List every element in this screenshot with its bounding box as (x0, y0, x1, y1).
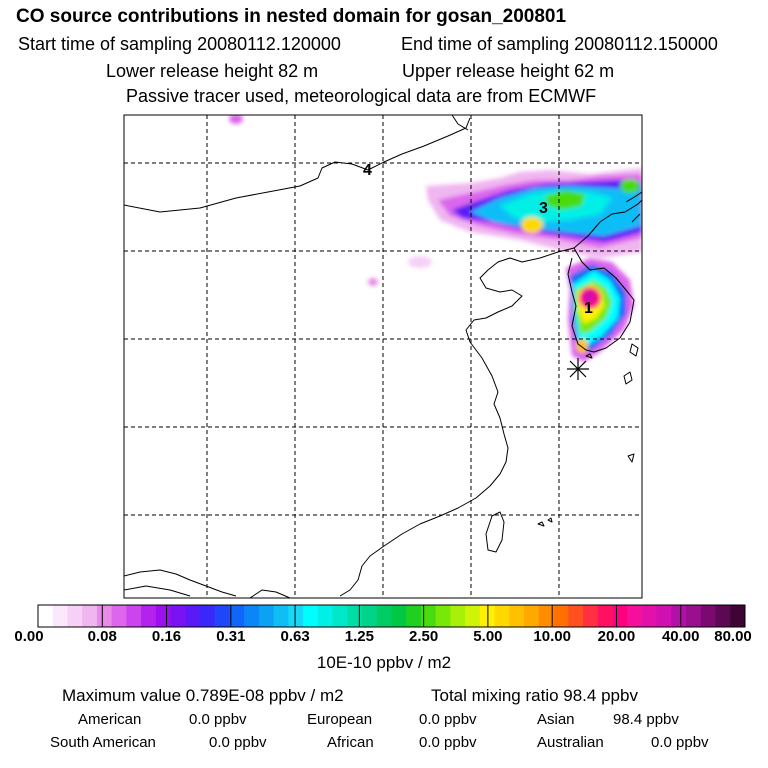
region-value: 98.4 ppbv (613, 711, 679, 728)
colorbar-swatch (509, 605, 525, 627)
colorbar-swatch (597, 605, 613, 627)
colorbar-swatch (730, 605, 746, 627)
colorbar-swatch (170, 605, 186, 627)
colorbar-swatch (450, 605, 466, 627)
region-value: 0.0 ppbv (419, 734, 477, 751)
colorbar-swatch (273, 605, 289, 627)
colorbar-swatch (406, 605, 422, 627)
region-value: 0.0 ppbv (651, 734, 709, 751)
colorbar-swatch (155, 605, 171, 627)
colorbar-swatch (82, 605, 98, 627)
region-value: 0.0 ppbv (419, 711, 477, 728)
colorbar-swatch (553, 605, 569, 627)
colorbar-label: 80.00 (714, 628, 752, 645)
tracer-note: Passive tracer used, meteorological data… (126, 86, 597, 106)
colorbar-swatch (229, 605, 245, 627)
end-time: End time of sampling 20080112.150000 (401, 34, 718, 54)
colorbar-label: 20.00 (597, 628, 636, 645)
colorbar-swatch (435, 605, 451, 627)
region-name: South American (50, 734, 156, 751)
colorbar-swatch (96, 605, 113, 627)
colorbar (38, 605, 746, 627)
upper-release-height: Upper release height 62 m (402, 61, 615, 81)
colorbar-swatch (656, 605, 672, 627)
colorbar-label: 10.00 (533, 628, 571, 645)
colorbar-swatch (141, 605, 157, 627)
colorbar-swatch (126, 605, 142, 627)
source-marker-1: 1 (584, 300, 593, 317)
region-name: European (307, 711, 373, 728)
map-panel: 4 3 1 (124, 115, 642, 598)
source-marker-3: 3 (539, 200, 548, 217)
colorbar-swatch (52, 605, 68, 627)
colorbar-units: 10E-10 ppbv / m2 (316, 653, 452, 672)
colorbar-swatch (538, 605, 554, 627)
colorbar-swatch (420, 605, 437, 627)
start-time: Start time of sampling 20080112.120000 (18, 34, 341, 54)
region-name: Asian (537, 711, 575, 728)
total-mixing-ratio: Total mixing ratio 98.4 ppbv (431, 686, 638, 705)
colorbar-swatch (582, 605, 599, 627)
coastlines (124, 115, 642, 598)
colorbar-swatch (362, 605, 378, 627)
colorbar-swatch (347, 605, 363, 627)
region-name: African (327, 734, 374, 751)
colorbar-swatch (214, 605, 230, 627)
region-name: Australian (537, 734, 604, 751)
region-name: American (78, 711, 142, 728)
colorbar-label: 40.00 (661, 628, 700, 645)
colorbar-label: 2.50 (409, 628, 439, 645)
colorbar-label: 0.31 (216, 628, 246, 645)
colorbar-swatch (612, 605, 628, 627)
colorbar-frame (37, 604, 746, 628)
colorbar-label: 0.08 (87, 628, 117, 645)
receptor-asterisk-icon (567, 358, 589, 380)
colorbar-swatch (317, 605, 333, 627)
region-value: 0.0 ppbv (189, 711, 247, 728)
colorbar-swatch (288, 605, 304, 627)
colorbar-swatch (391, 605, 407, 627)
colorbar-swatch (494, 605, 510, 627)
concentration-field (229, 115, 642, 362)
colorbar-label: 0.16 (151, 628, 182, 645)
region-value: 0.0 ppbv (209, 734, 267, 751)
colorbar-swatch (671, 605, 687, 627)
colorbar-swatch (244, 605, 260, 627)
source-marker-4: 4 (363, 162, 372, 179)
colorbar-swatch (376, 605, 392, 627)
colorbar-swatch (38, 605, 54, 627)
colorbar-swatch (303, 605, 319, 627)
plot-title: CO source contributions in nested domain… (16, 6, 567, 27)
colorbar-swatch (568, 605, 584, 627)
colorbar-label: 1.25 (344, 628, 374, 645)
colorbar-swatch (524, 605, 540, 627)
map-frame (123, 114, 643, 599)
colorbar-swatch (332, 605, 348, 627)
colorbar-label: 0.00 (14, 628, 44, 645)
colorbar-swatch (258, 605, 275, 627)
colorbar-swatch (465, 605, 481, 627)
colorbar-swatch (111, 605, 127, 627)
colorbar-swatch (185, 605, 201, 627)
colorbar-swatch (67, 605, 83, 627)
colorbar-swatch (627, 605, 643, 627)
colorbar-swatch (641, 605, 658, 627)
colorbar-swatch (700, 605, 716, 627)
colorbar-swatch (715, 605, 731, 627)
lower-release-height: Lower release height 82 m (106, 61, 319, 81)
maximum-value: Maximum value 0.789E-08 ppbv / m2 (62, 686, 344, 705)
colorbar-swatch (686, 605, 702, 627)
colorbar-swatch (200, 605, 216, 627)
colorbar-label: 5.00 (473, 628, 503, 645)
lat-lon-grid (124, 115, 642, 598)
colorbar-label: 0.63 (280, 628, 310, 645)
